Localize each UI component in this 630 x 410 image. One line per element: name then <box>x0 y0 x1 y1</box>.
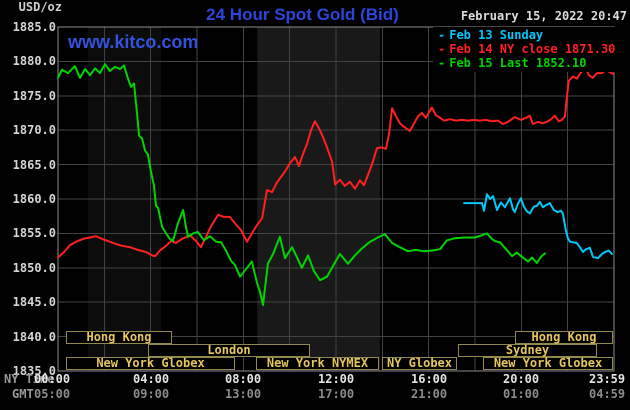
legend-dash-icon: - <box>438 28 446 42</box>
datetime-label: February 15, 2022 20:47 <box>460 9 627 23</box>
x-tick-label-ny: 16:00 <box>411 372 448 386</box>
x-tick-label-ny: 23:59 <box>589 372 626 386</box>
y-tick-label: 1885.0 <box>12 20 56 34</box>
x-axis-row-label-ny-time: NY Time <box>4 372 55 386</box>
legend-item: - Feb 15 Last 1852.10 <box>433 56 630 70</box>
y-tick-label: 1835.0 <box>12 364 56 378</box>
chart-legend: - Feb 13 Sunday - Feb 14 NY close 1871.30- F… <box>433 27 630 72</box>
x-tick-label-ny: 12:00 <box>318 372 355 386</box>
y-tick-label: 1850.0 <box>12 260 56 275</box>
legend-item: - Feb 13 Sunday <box>433 28 630 42</box>
series-line-feb-13-sunday <box>463 193 613 260</box>
x-tick-label-gmt: 13:00 <box>225 387 262 401</box>
x-tick-label-ny: 04:00 <box>133 372 170 386</box>
page-title: 24 Hour Spot Gold (Bid) <box>206 5 399 24</box>
x-tick-label-gmt: 09:00 <box>133 387 170 401</box>
y-axis-units-label: USD/oz <box>18 0 62 14</box>
y-tick-label: 1870.0 <box>12 123 56 138</box>
x-tick-label-ny: 08:00 <box>225 372 262 386</box>
x-axis-row-label-gmt: GMT <box>12 387 34 401</box>
session-box-new-york-globex: New York Globex <box>66 357 235 370</box>
session-box-sydney: Sydney <box>458 344 597 357</box>
y-tick-label: 1880.0 <box>12 54 56 69</box>
x-tick-label-gmt: 01:00 <box>503 387 540 401</box>
session-box-hong-kong: Hong Kong <box>66 331 172 344</box>
legend-label: Feb 14 NY close 1871.30 <box>449 42 616 56</box>
session-box-new-york-globex: New York Globex <box>483 357 613 370</box>
session-box-hong-kong: Hong Kong <box>515 331 613 344</box>
y-tick-label: 1840.0 <box>12 329 56 344</box>
legend-dash-icon: - <box>438 42 446 56</box>
y-tick-label: 1855.0 <box>12 226 56 241</box>
legend-label: Feb 13 Sunday <box>449 28 544 42</box>
x-tick-label-gmt: 21:00 <box>411 387 448 401</box>
session-box-ny-globex: NY Globex <box>382 357 457 370</box>
session-box-london: London <box>148 344 310 357</box>
session-box-new-york-nymex: New York NYMEX <box>256 357 379 370</box>
legend-item: - Feb 14 NY close 1871.30 <box>433 42 630 56</box>
legend-dash-icon: - <box>438 56 446 70</box>
kitco-watermark-link[interactable]: www.kitco.com <box>68 32 199 52</box>
x-tick-label-gmt: 05:00 <box>34 387 71 401</box>
x-tick-label-gmt: 04:59 <box>589 387 626 401</box>
legend-label: Feb 15 Last 1852.10 <box>449 56 587 70</box>
series-line-feb-15-last-1852-10 <box>57 63 546 306</box>
y-tick-label: 1860.0 <box>12 192 56 206</box>
y-tick-label: 1865.0 <box>12 157 56 172</box>
series-line-feb-14-ny-close-1871-30 <box>57 65 615 259</box>
x-tick-label-ny: 00:00 <box>34 372 71 386</box>
y-tick-label: 1845.0 <box>12 295 56 310</box>
y-tick-label: 1875.0 <box>12 88 56 103</box>
x-tick-label-gmt: 17:00 <box>318 387 355 401</box>
x-tick-label-ny: 20:00 <box>503 372 540 386</box>
plot-border <box>57 26 615 372</box>
